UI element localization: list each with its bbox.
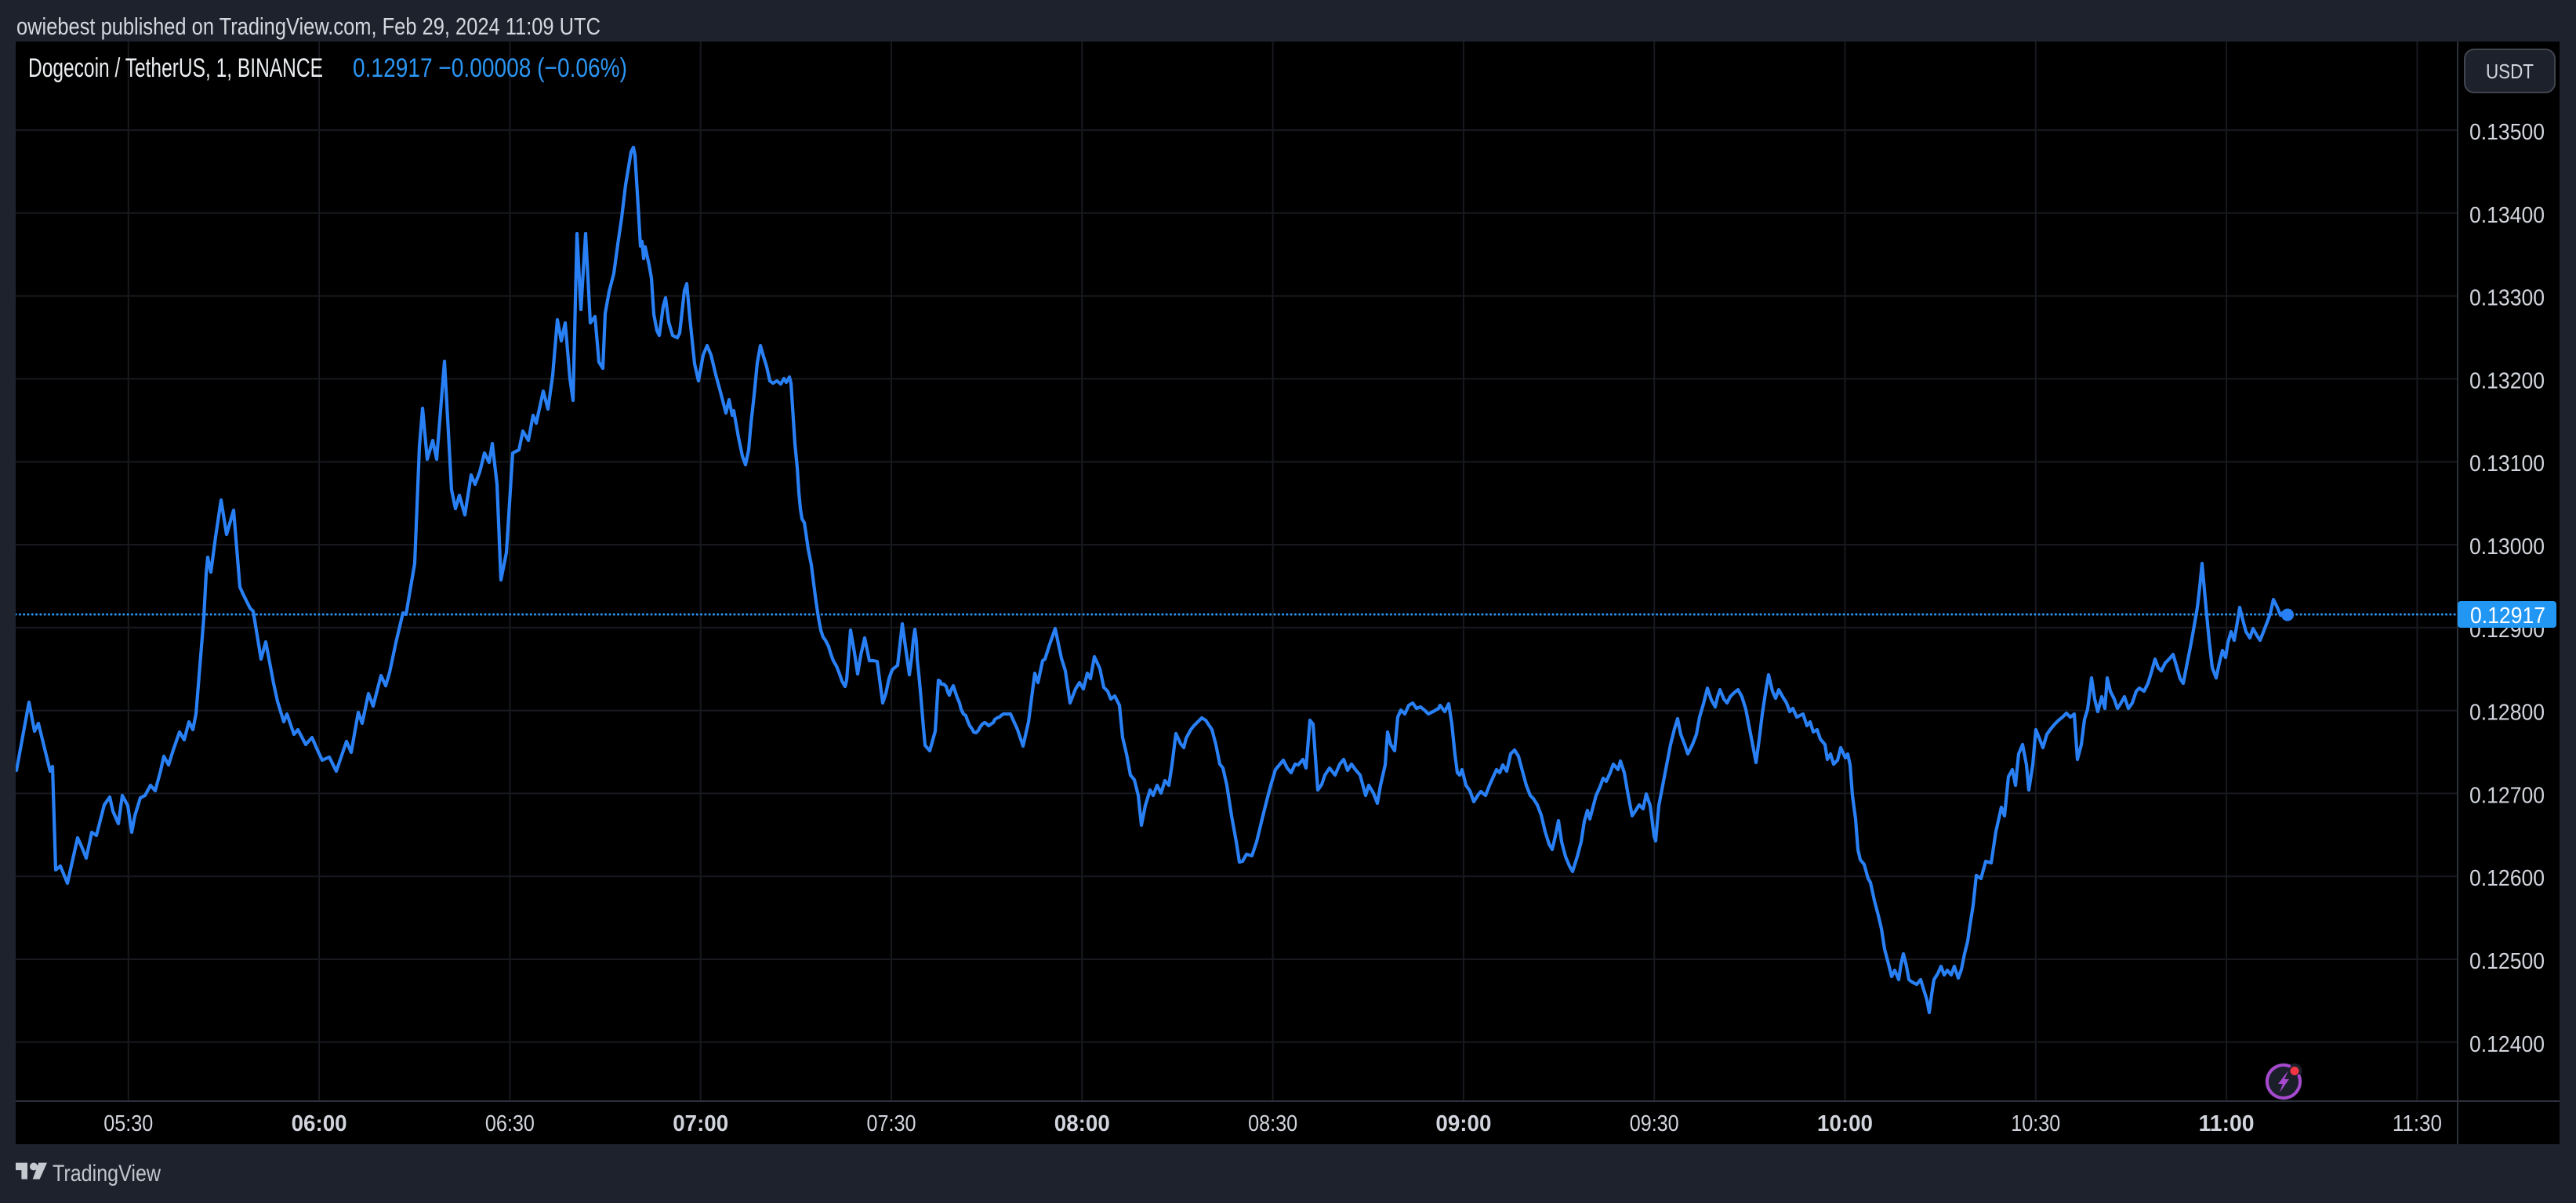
svg-text:09:00: 09:00	[1435, 1111, 1491, 1136]
svg-text:owiebest published on TradingV: owiebest published on TradingView.com, F…	[16, 13, 600, 40]
svg-text:11:30: 11:30	[2393, 1111, 2442, 1136]
svg-text:0.13400: 0.13400	[2469, 203, 2545, 228]
svg-text:0.13000: 0.13000	[2469, 534, 2545, 560]
svg-text:Dogecoin / TetherUS, 1, BINANC: Dogecoin / TetherUS, 1, BINANCE	[28, 53, 323, 83]
svg-text:07:30: 07:30	[867, 1111, 916, 1136]
svg-text:TradingView: TradingView	[53, 1161, 161, 1187]
svg-text:0.13100: 0.13100	[2469, 451, 2545, 476]
svg-text:0.13500: 0.13500	[2469, 120, 2545, 145]
svg-text:USDT: USDT	[2486, 60, 2534, 83]
svg-text:06:30: 06:30	[485, 1111, 535, 1136]
svg-text:10:30: 10:30	[2011, 1111, 2060, 1136]
svg-text:11:00: 11:00	[2199, 1111, 2255, 1136]
svg-text:0.12800: 0.12800	[2469, 701, 2545, 726]
svg-text:0.12500: 0.12500	[2469, 949, 2545, 974]
svg-text:0.13200: 0.13200	[2469, 368, 2545, 393]
svg-text:0.12700: 0.12700	[2469, 783, 2545, 808]
svg-text:06:00: 06:00	[292, 1111, 347, 1136]
svg-text:0.13300: 0.13300	[2469, 286, 2545, 311]
svg-text:0.12917: 0.12917	[2470, 603, 2545, 629]
svg-text:08:00: 08:00	[1054, 1111, 1110, 1136]
svg-text:0.12917 −0.00008 (−0.06%): 0.12917 −0.00008 (−0.06%)	[353, 53, 627, 83]
svg-text:0.12600: 0.12600	[2469, 866, 2545, 891]
svg-text:05:30: 05:30	[103, 1111, 153, 1136]
svg-text:07:00: 07:00	[673, 1111, 728, 1136]
svg-text:10:00: 10:00	[1817, 1111, 1873, 1136]
svg-text:0.12400: 0.12400	[2469, 1032, 2545, 1057]
svg-text:09:30: 09:30	[1630, 1111, 1679, 1136]
svg-text:08:30: 08:30	[1248, 1111, 1297, 1136]
